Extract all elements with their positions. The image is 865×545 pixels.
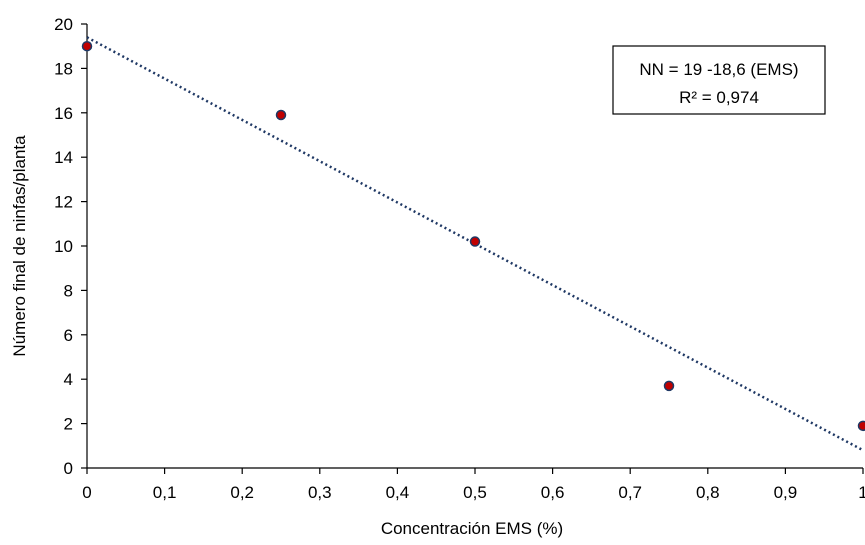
y-tick-label: 12 — [54, 193, 73, 212]
y-tick-label: 10 — [54, 237, 73, 256]
x-tick-label: 0,2 — [230, 483, 254, 502]
y-tick-label: 16 — [54, 104, 73, 123]
equation-box: NN = 19 -18,6 (EMS) R² = 0,974 — [612, 45, 826, 115]
data-point — [857, 420, 865, 432]
x-tick-label: 0,7 — [618, 483, 642, 502]
y-tick-label: 4 — [64, 370, 73, 389]
y-tick-label: 0 — [64, 459, 73, 478]
y-axis-label: Número final de ninfas/planta — [10, 135, 29, 357]
x-axis-label: Concentración EMS (%) — [381, 519, 563, 538]
r-squared-text: R² = 0,974 — [679, 88, 759, 107]
x-tick-label: 0 — [82, 483, 91, 502]
x-tick-label: 0,1 — [153, 483, 177, 502]
x-tick-label: 0,6 — [541, 483, 565, 502]
y-tick-label: 14 — [54, 148, 73, 167]
x-tick-label: 0,4 — [386, 483, 410, 502]
y-tick-label: 18 — [54, 59, 73, 78]
x-tick-label: 0,5 — [463, 483, 487, 502]
y-tick-label: 20 — [54, 15, 73, 34]
x-tick-label: 0,3 — [308, 483, 332, 502]
y-axis-ticks: 0 2 4 6 8 10 12 14 16 18 20 — [54, 15, 87, 478]
data-point — [663, 380, 675, 392]
x-tick-label: 0,8 — [696, 483, 720, 502]
data-points — [81, 40, 865, 432]
data-point — [469, 236, 481, 247]
y-tick-label: 8 — [64, 281, 73, 300]
equation-text: NN = 19 -18,6 (EMS) — [639, 60, 798, 79]
equation-box-border — [612, 45, 826, 115]
data-point — [81, 40, 93, 52]
linear-trendline — [86, 36, 864, 452]
data-point — [275, 109, 287, 121]
x-tick-label: 0,9 — [774, 483, 798, 502]
y-tick-label: 2 — [64, 415, 73, 434]
y-tick-label: 6 — [64, 326, 73, 345]
x-tick-label: 1 — [858, 483, 865, 502]
x-axis-ticks: 0 0,1 0,2 0,3 0,4 0,5 0,6 0,7 0,8 0,9 1 — [82, 468, 865, 502]
